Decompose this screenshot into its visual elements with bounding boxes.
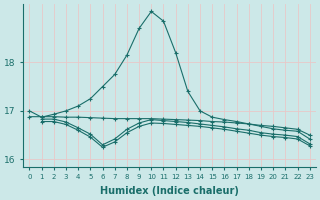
X-axis label: Humidex (Indice chaleur): Humidex (Indice chaleur): [100, 186, 239, 196]
